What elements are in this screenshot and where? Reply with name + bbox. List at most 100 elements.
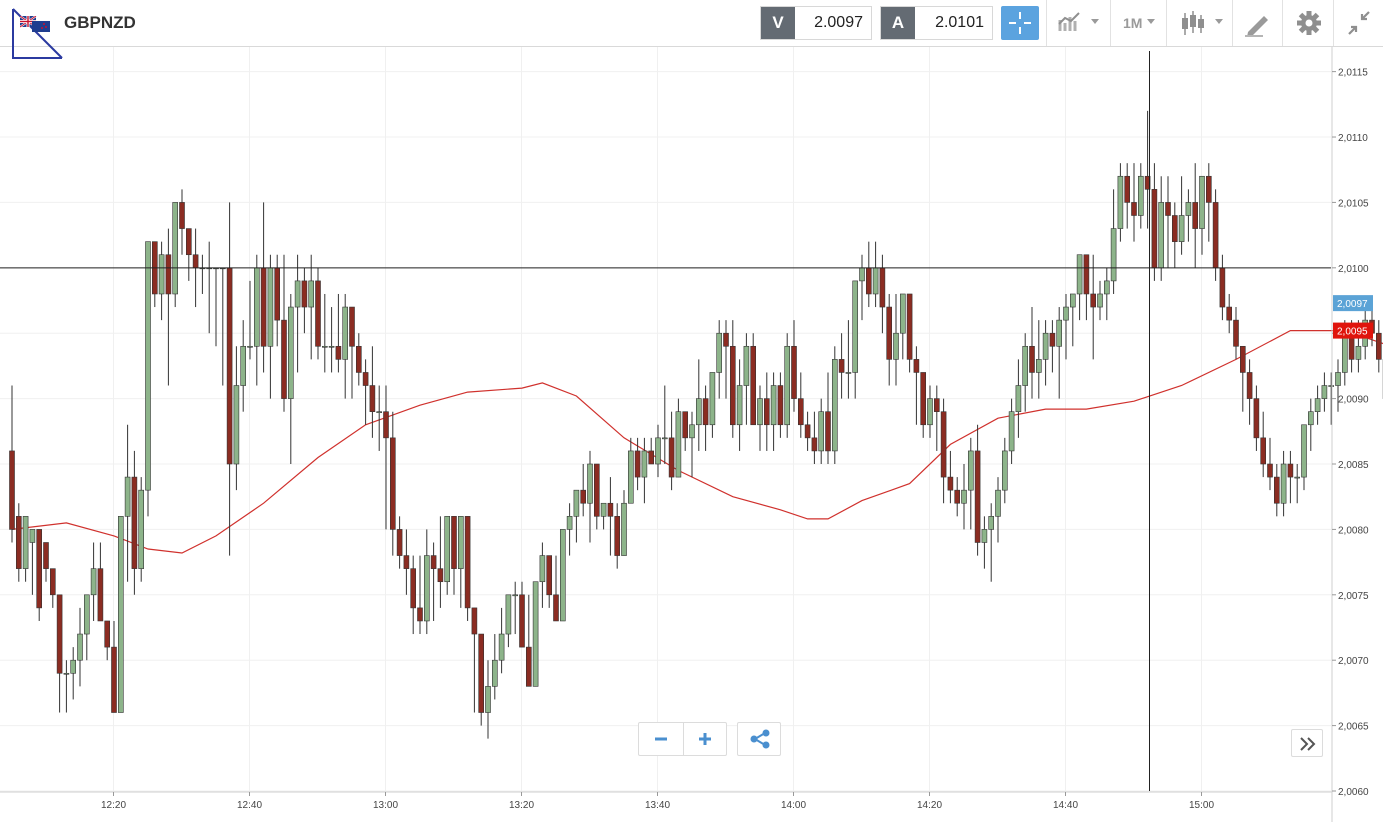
candle-body-down bbox=[1267, 463, 1273, 478]
candle bbox=[1199, 175, 1205, 255]
time-axis: 12:20 12:40 13:00 13:20 13:40 14:00 14:20 14:40… bbox=[0, 791, 1332, 811]
candle-body-down bbox=[519, 594, 525, 648]
candle-body-up bbox=[1076, 254, 1083, 295]
moving-average-layer bbox=[11, 330, 1383, 554]
candle bbox=[29, 529, 36, 595]
candle bbox=[872, 241, 879, 308]
time-tick-label: 15:00 bbox=[1189, 800, 1214, 811]
candle-body-down bbox=[186, 228, 192, 256]
candle-body-up bbox=[70, 659, 76, 674]
candle bbox=[1151, 163, 1158, 281]
candle bbox=[1008, 398, 1015, 465]
chart-type-button[interactable] bbox=[1046, 0, 1110, 46]
crosshair-button[interactable] bbox=[1001, 6, 1039, 40]
candle-body-down bbox=[362, 372, 369, 386]
candle bbox=[838, 333, 845, 399]
candle bbox=[158, 241, 165, 321]
candle bbox=[1029, 307, 1035, 399]
candle bbox=[729, 320, 736, 438]
candle bbox=[342, 293, 349, 399]
zoom-controls bbox=[638, 722, 727, 756]
candle-body-up bbox=[267, 267, 274, 347]
candle bbox=[927, 385, 933, 438]
candle-body-down bbox=[1212, 202, 1219, 269]
chart-toolbar: GBPNZD V 2.0097 A 2.0101 1M bbox=[0, 0, 1383, 59]
candle-body-down bbox=[36, 529, 43, 609]
candles-layer bbox=[9, 110, 1383, 739]
candle-body-up bbox=[1335, 372, 1341, 386]
candle bbox=[15, 503, 22, 582]
price-tick-label: 2,0075 bbox=[1338, 591, 1369, 602]
pencil-icon bbox=[1245, 16, 1268, 37]
candle bbox=[995, 477, 1001, 543]
price-tick-label: 2,0065 bbox=[1338, 722, 1369, 733]
candle bbox=[328, 307, 335, 373]
candle bbox=[1178, 176, 1185, 255]
candle-body-up bbox=[831, 359, 838, 452]
candle bbox=[1287, 450, 1294, 504]
sell-price-value: 2.0097 bbox=[814, 14, 863, 31]
candle bbox=[423, 529, 430, 635]
candle bbox=[281, 254, 287, 412]
candle bbox=[1219, 254, 1226, 321]
candle bbox=[464, 516, 471, 621]
candle bbox=[138, 477, 144, 582]
candle-body-up bbox=[1063, 306, 1069, 321]
candle-body-up bbox=[818, 411, 825, 452]
candle bbox=[804, 411, 811, 451]
candle-body-up bbox=[641, 450, 648, 478]
candle bbox=[886, 293, 893, 386]
candle-body-up bbox=[118, 516, 124, 713]
candle-body-down bbox=[825, 411, 831, 452]
buy-price-button[interactable]: A 2.0101 bbox=[880, 6, 993, 40]
candle-body-up bbox=[1321, 385, 1328, 399]
zoom-out-button[interactable] bbox=[639, 723, 684, 755]
zoom-in-button[interactable] bbox=[683, 723, 727, 755]
candle-body-up bbox=[1104, 280, 1110, 295]
candle bbox=[369, 346, 376, 438]
candle bbox=[709, 372, 716, 438]
crosshair-icon bbox=[1009, 12, 1031, 34]
timeframe-button[interactable]: 1M bbox=[1110, 0, 1166, 46]
candle bbox=[233, 346, 240, 491]
candle bbox=[899, 293, 906, 360]
candle-body-up bbox=[627, 450, 634, 504]
candle bbox=[593, 463, 600, 530]
candle-body-down bbox=[437, 568, 444, 583]
candle bbox=[43, 542, 49, 582]
buy-price-value: 2.0101 bbox=[935, 14, 984, 31]
candle bbox=[940, 398, 947, 504]
candle bbox=[695, 359, 702, 451]
settings-button[interactable] bbox=[1282, 0, 1333, 46]
candle bbox=[573, 489, 580, 543]
candle-body-up bbox=[84, 594, 90, 635]
candle bbox=[920, 372, 927, 438]
candle-body-down bbox=[355, 345, 362, 373]
candle bbox=[865, 241, 872, 308]
fullscreen-button[interactable] bbox=[1333, 0, 1383, 46]
uk-nz-flag-icon bbox=[20, 16, 50, 32]
candle-body-down bbox=[525, 646, 532, 687]
candle-body-up bbox=[29, 529, 36, 543]
draw-tools-button[interactable] bbox=[1232, 0, 1282, 46]
candlestick-chart[interactable]: 2,0060 2,0065 2,0070 2,0075 2,0080 2,0085 2,00… bbox=[0, 47, 1383, 822]
buy-label: A bbox=[881, 7, 915, 39]
candle-body-down bbox=[1226, 306, 1232, 321]
candle bbox=[206, 241, 212, 334]
candle bbox=[56, 594, 63, 713]
candle bbox=[403, 529, 410, 595]
candle-body-down bbox=[648, 450, 655, 465]
candle-body-up bbox=[893, 332, 899, 360]
candlestick-button[interactable] bbox=[1166, 0, 1232, 46]
candle bbox=[362, 359, 369, 425]
candle-body-up bbox=[1070, 293, 1076, 308]
last-price-tag-bg bbox=[1333, 295, 1373, 312]
share-button[interactable] bbox=[737, 722, 781, 756]
candle-body-down bbox=[634, 450, 641, 478]
sell-price-button[interactable]: V 2.0097 bbox=[760, 6, 872, 40]
scroll-to-latest-button[interactable] bbox=[1291, 729, 1323, 757]
candle-body-down bbox=[56, 594, 63, 674]
candle-body-up bbox=[1280, 463, 1287, 504]
candle bbox=[532, 581, 539, 687]
candle bbox=[1158, 176, 1164, 281]
